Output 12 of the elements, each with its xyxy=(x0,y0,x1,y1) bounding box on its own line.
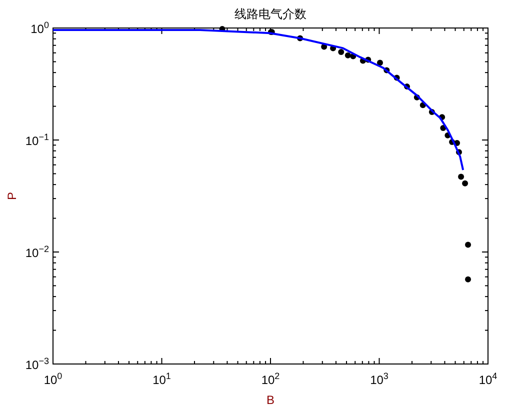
y-tick-label: 10$^{−3}$ xyxy=(25,356,49,372)
y-tick-label: 10$^{−1}$ xyxy=(25,132,49,148)
y-tick-label: 10$^{0}$ xyxy=(30,20,49,36)
x-tick-label: 10$^{4}$ xyxy=(478,371,498,387)
y-tick-label: 10$^{−2}$ xyxy=(25,244,49,260)
x-tick-label: 10$^{1}$ xyxy=(152,371,171,387)
y-axis-title: P xyxy=(5,192,19,200)
x-tick-label: 10$^{0}$ xyxy=(44,371,62,387)
x-tick-label: 10$^{3}$ xyxy=(370,371,388,387)
x-axis-title: B xyxy=(266,393,275,407)
chart-title: 线路电气介数 xyxy=(234,7,306,21)
x-tick-label: 10$^{2}$ xyxy=(261,371,280,387)
